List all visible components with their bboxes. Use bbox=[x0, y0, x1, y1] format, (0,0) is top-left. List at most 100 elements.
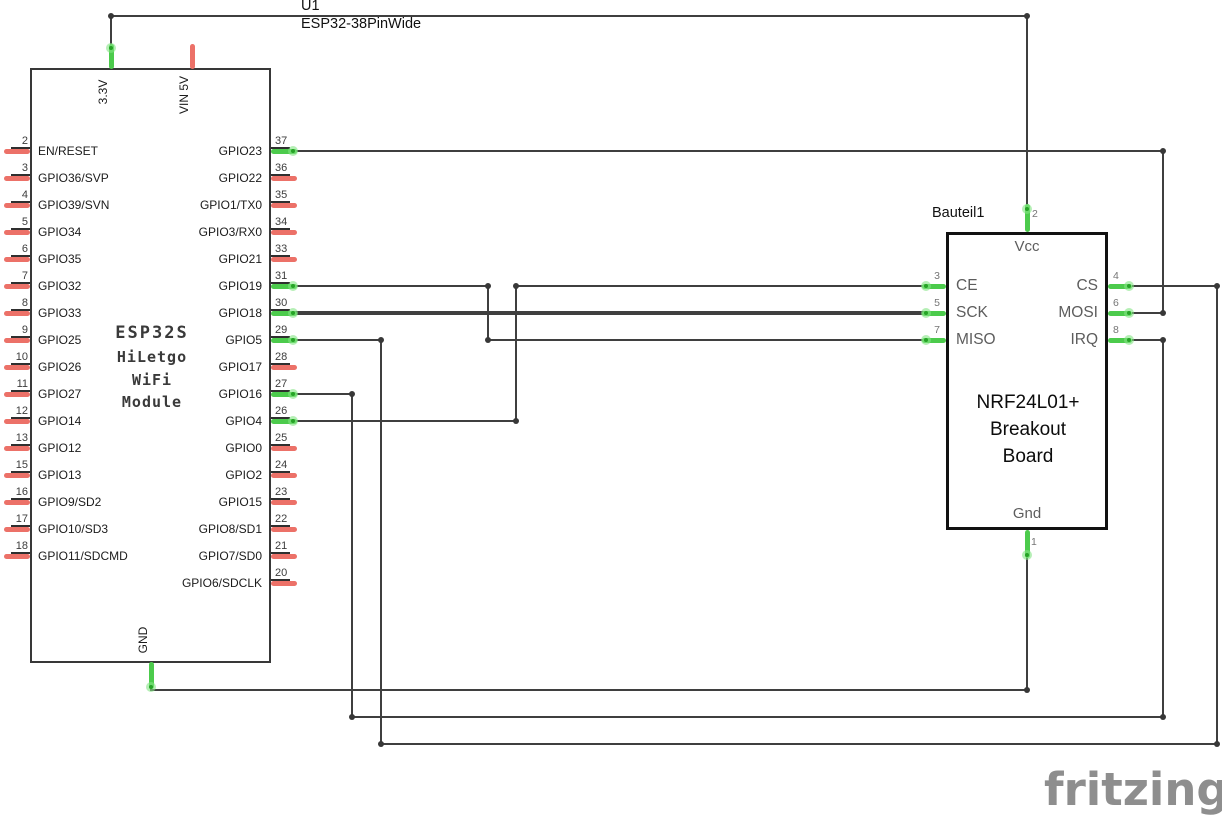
esp32-pin-leg bbox=[271, 445, 297, 451]
esp32-pin-connected-indicator bbox=[146, 682, 156, 692]
wire-bend-dot bbox=[1024, 13, 1030, 19]
esp32-pin-line bbox=[11, 525, 30, 527]
nrf-pin-label: SCK bbox=[956, 304, 988, 321]
esp32-pin-leg bbox=[271, 256, 297, 262]
esp32-pin-label: GPIO36/SVP bbox=[38, 171, 109, 185]
nrf-pin-leg bbox=[1024, 530, 1030, 558]
wire-gpio19-to-miso bbox=[291, 284, 490, 288]
esp32-pin-label: GPIO32 bbox=[38, 279, 82, 293]
nrf-pin-leg bbox=[922, 310, 946, 316]
esp32-pin-leg bbox=[271, 175, 297, 181]
wire-gpio5-to-cs bbox=[291, 338, 383, 342]
esp32-name-line: WiFi bbox=[131, 371, 173, 389]
nrf-pin-number: 3 bbox=[934, 270, 940, 282]
esp32-pin-label: GPIO14 bbox=[38, 414, 82, 428]
esp32-pin-line bbox=[11, 444, 30, 446]
wire-gpio16-to-irq bbox=[1131, 338, 1165, 342]
esp32-pin-label: EN/RESET bbox=[38, 144, 99, 158]
esp32-symbol-body bbox=[30, 68, 271, 663]
nrf-title: NRF24L01+ Breakout Board bbox=[951, 389, 1105, 470]
esp32-pin-leg bbox=[4, 256, 30, 262]
esp32-pin-leg bbox=[271, 499, 297, 505]
wire-bend-dot bbox=[108, 13, 114, 19]
esp32-pin-line bbox=[11, 282, 30, 284]
esp32-name-line: ESP32S bbox=[115, 323, 189, 343]
fritzing-watermark: fritzing bbox=[1044, 763, 1222, 816]
nrf-pin-connected-indicator bbox=[921, 308, 931, 318]
nrf-pin-label-gnd: Gnd bbox=[1012, 505, 1042, 522]
wire-gpio5-to-cs bbox=[1131, 284, 1219, 288]
esp32-pin-label: GPIO15 bbox=[218, 495, 262, 509]
nrf-pin-label: MOSI bbox=[1058, 304, 1098, 321]
esp32-pin-label: GPIO2 bbox=[225, 468, 262, 482]
esp32-pin-number: 33 bbox=[275, 243, 288, 255]
esp32-pin-line bbox=[271, 417, 290, 419]
wire-bend-dot bbox=[513, 418, 519, 424]
esp32-pin-line bbox=[11, 336, 30, 338]
esp32-pin-label: GPIO7/SD0 bbox=[198, 549, 262, 563]
esp32-pin-connected-indicator bbox=[288, 308, 298, 318]
esp32-pin-line bbox=[271, 552, 290, 554]
esp32-pin-line bbox=[271, 444, 290, 446]
esp32-pin-label-gnd: GND bbox=[136, 626, 150, 654]
esp32-pin-label: GPIO21 bbox=[218, 252, 262, 266]
esp32-pin-number: 29 bbox=[275, 324, 288, 336]
wire-gpio5-to-cs bbox=[379, 742, 1219, 746]
esp32-pin-line bbox=[271, 174, 290, 176]
esp32-pin-label: GPIO35 bbox=[38, 252, 82, 266]
nrf-pin-label: IRQ bbox=[1070, 331, 1098, 348]
esp32-pin-connected-indicator bbox=[288, 281, 298, 291]
esp32-pin-leg bbox=[271, 364, 297, 370]
esp32-pin-leg bbox=[4, 202, 30, 208]
esp32-pin-label: GPIO12 bbox=[38, 441, 82, 455]
nrf-pin-leg bbox=[922, 337, 946, 343]
esp32-pin-leg bbox=[189, 44, 195, 69]
nrf-title-line: Board bbox=[1002, 446, 1054, 467]
esp32-pin-line bbox=[11, 255, 30, 257]
esp32-pin-number: 17 bbox=[15, 513, 28, 525]
esp32-pin-line bbox=[11, 174, 30, 176]
wire-gpio16-to-irq bbox=[291, 392, 354, 396]
esp32-pin-label: GPIO3/RX0 bbox=[198, 225, 262, 239]
esp32-pin-label: GPIO16 bbox=[218, 387, 262, 401]
esp32-pin-label: GPIO11/SDCMD bbox=[38, 549, 128, 563]
esp32-pin-number: 34 bbox=[275, 216, 288, 228]
nrf-pin-label: CE bbox=[956, 277, 978, 294]
nrf-pin-connected-indicator bbox=[1124, 308, 1134, 318]
nrf-symbol-body bbox=[946, 232, 1108, 530]
esp32-pin-leg bbox=[271, 283, 297, 289]
esp32-pin-leg bbox=[4, 418, 30, 424]
nrf-pin-connected-indicator bbox=[921, 281, 931, 291]
esp32-pin-label: GPIO39/SVN bbox=[38, 198, 110, 212]
esp32-pin-line bbox=[11, 498, 30, 500]
esp32-pin-label: GPIO0 bbox=[225, 441, 262, 455]
esp32-pin-number: 35 bbox=[275, 189, 288, 201]
esp32-pin-leg bbox=[271, 580, 297, 586]
esp32-pin-leg bbox=[4, 499, 30, 505]
esp32-pin-leg bbox=[4, 148, 30, 154]
esp32-pin-number: 36 bbox=[275, 162, 288, 174]
esp32-pin-number: 6 bbox=[21, 243, 28, 255]
wire-gpio16-to-irq bbox=[350, 715, 1165, 719]
esp32-pin-number: 7 bbox=[21, 270, 28, 282]
esp32-pin-line bbox=[271, 336, 290, 338]
nrf-pin-label: MISO bbox=[956, 331, 996, 348]
esp32-pin-number: 11 bbox=[16, 378, 28, 390]
wire-3v3-to-vcc bbox=[1025, 14, 1029, 208]
esp32-pin-label: GPIO33 bbox=[38, 306, 82, 320]
esp32-pin-number: 16 bbox=[15, 486, 28, 498]
esp32-pin-number: 13 bbox=[15, 432, 28, 444]
esp32-pin-leg bbox=[148, 662, 154, 689]
nrf-pin-number: 6 bbox=[1113, 297, 1119, 309]
wire-gpio23-to-mosi bbox=[291, 149, 1165, 153]
wire-gpio23-to-mosi bbox=[1161, 149, 1165, 315]
wire-bend-dot bbox=[1160, 148, 1166, 154]
wire-bend-dot bbox=[1160, 714, 1166, 720]
esp32-pin-number: 26 bbox=[275, 405, 288, 417]
nrf-pin-leg bbox=[1024, 204, 1030, 232]
esp32-pin-leg bbox=[271, 418, 297, 424]
esp32-pin-line bbox=[271, 255, 290, 257]
esp32-pin-label: GPIO5 bbox=[225, 333, 262, 347]
esp32-pin-line bbox=[11, 309, 30, 311]
